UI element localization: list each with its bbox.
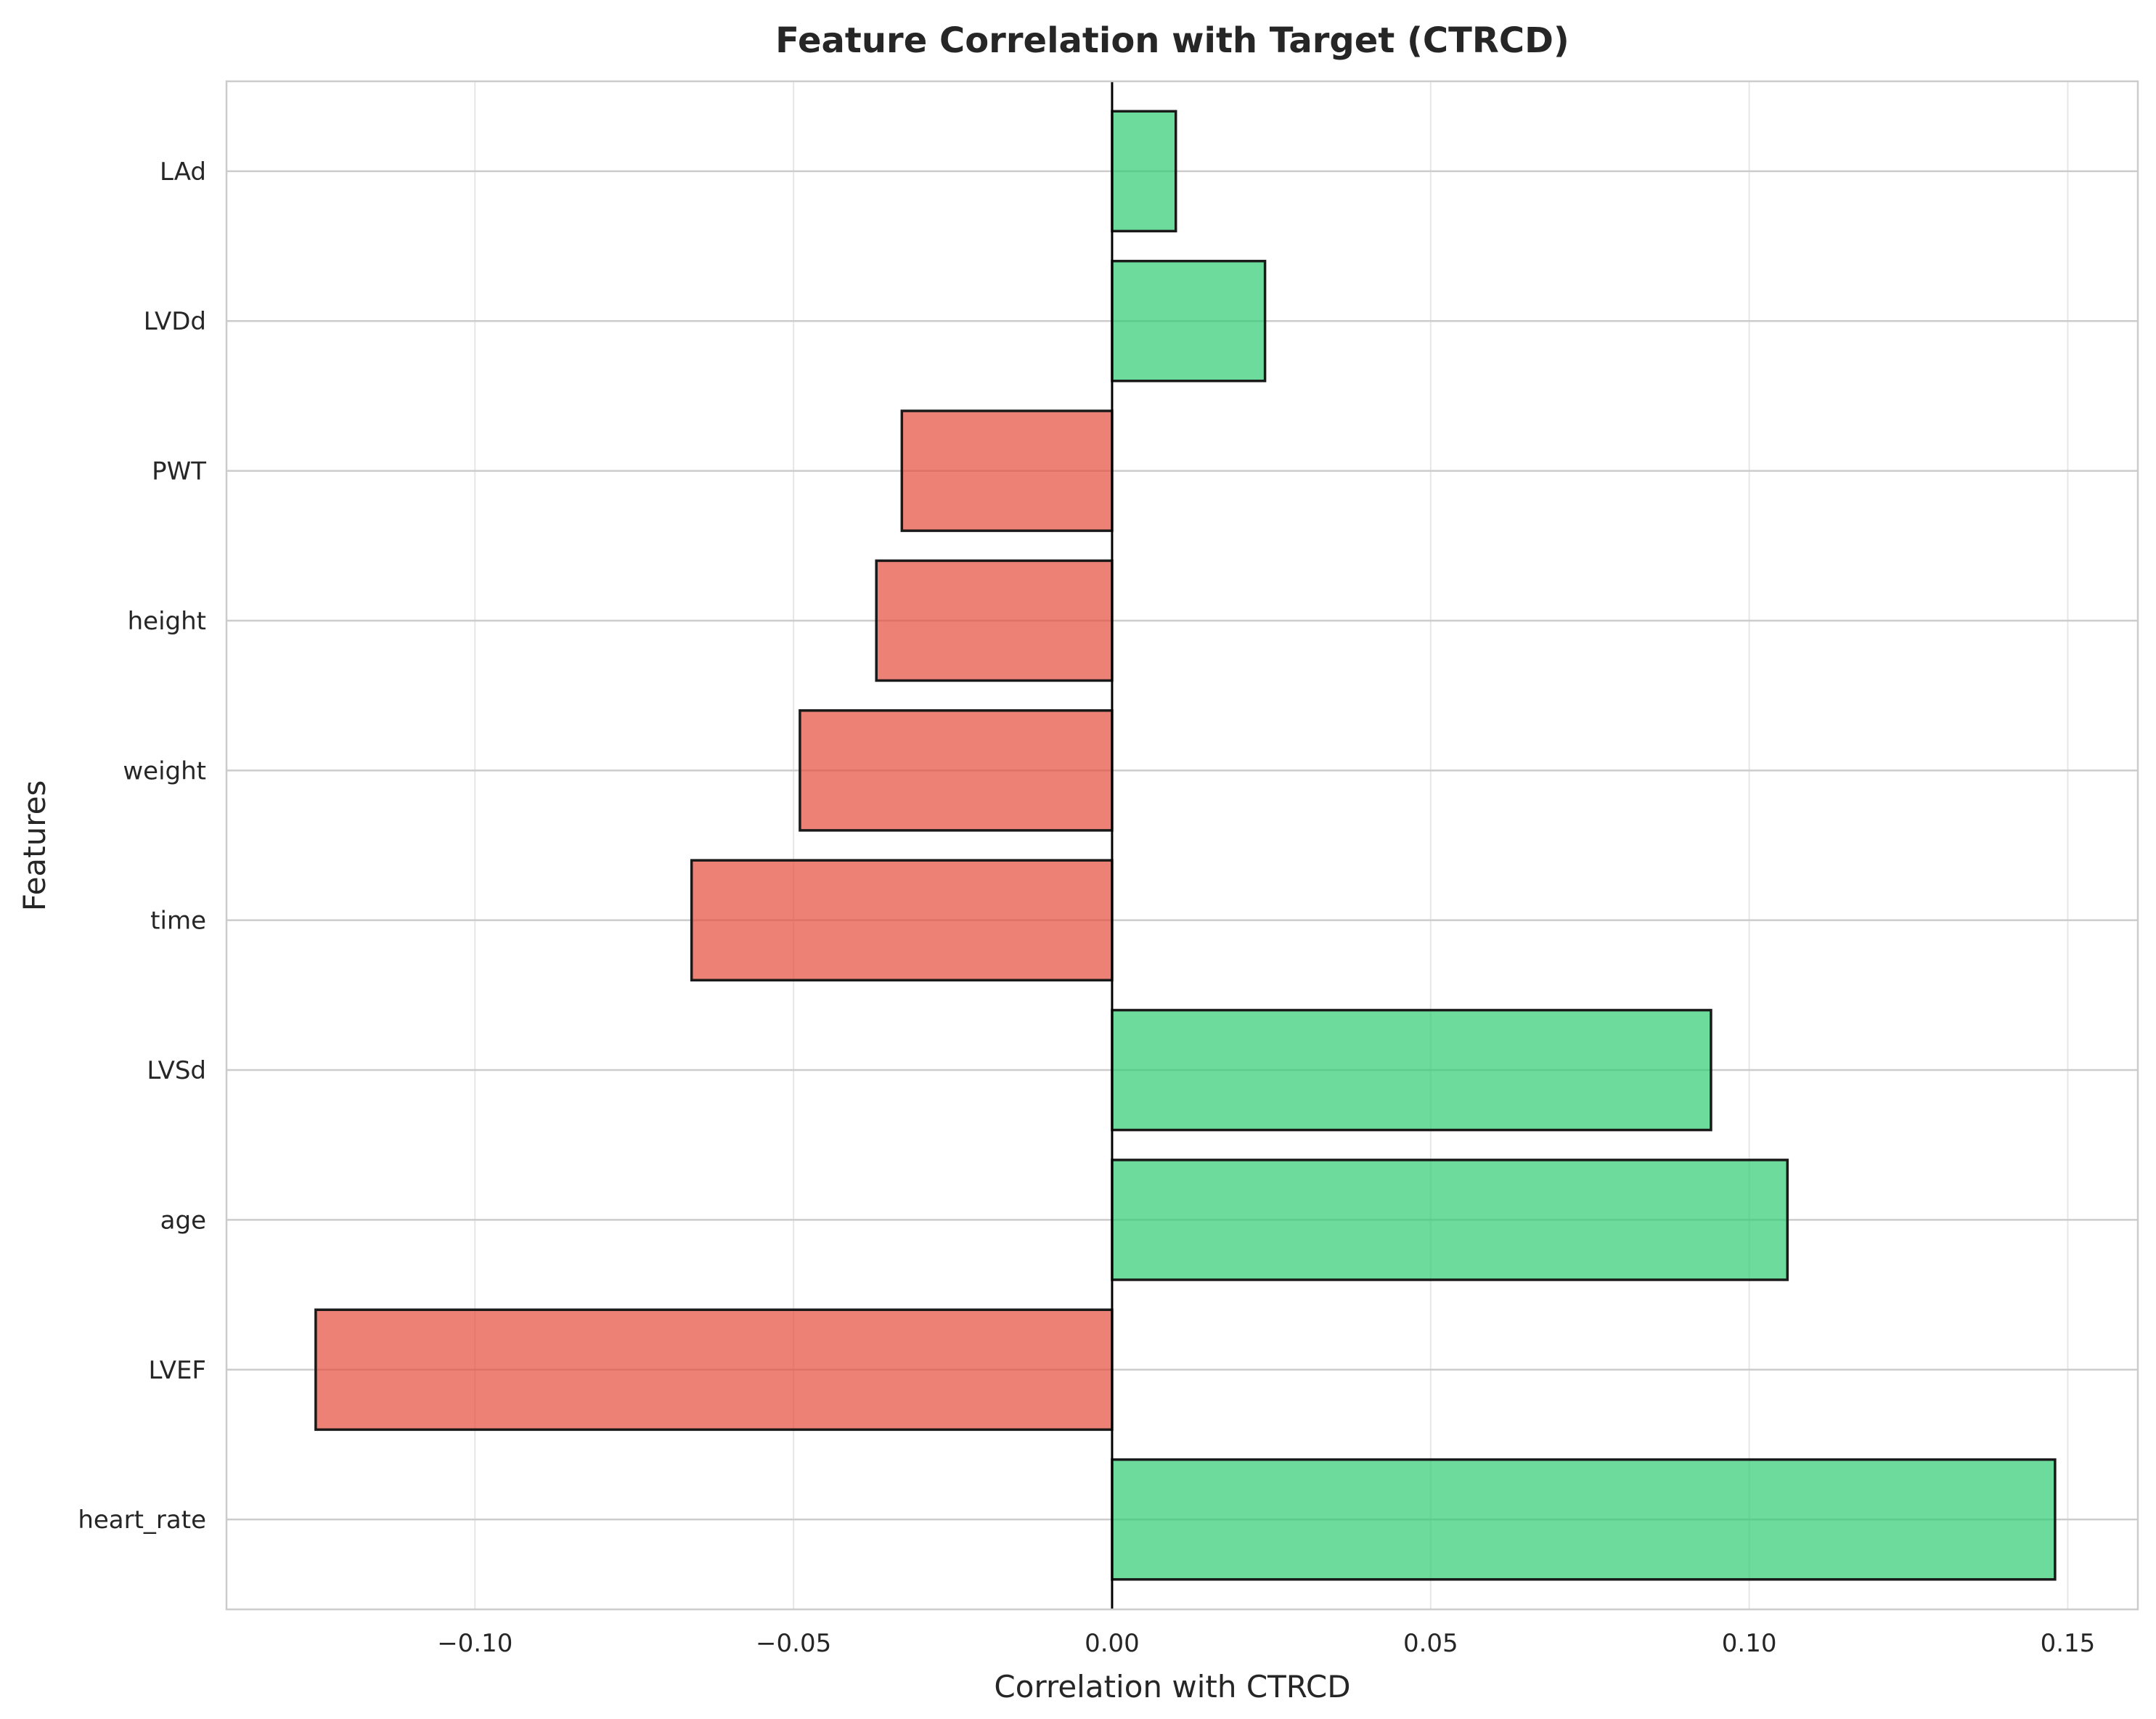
chart-title: Feature Correlation with Target (CTRCD) — [775, 20, 1569, 61]
x-tick-label: 0.05 — [1403, 1629, 1458, 1658]
plot-area: −0.10 −0.05 0.00 0.05 0.10 0.15 heart_rate LVEF… — [78, 80, 2139, 1658]
x-tick-label: 0.00 — [1085, 1629, 1140, 1658]
bar-weight — [799, 709, 1114, 832]
x-tick-label: 0.10 — [1722, 1629, 1777, 1658]
bar-LAd — [1111, 110, 1177, 233]
y-tick-label-heart_rate: heart_rate — [78, 1506, 206, 1535]
y-tick-label-time: time — [150, 907, 206, 936]
bar-age — [1111, 1159, 1789, 1281]
bar-height — [875, 559, 1114, 682]
y-tick-label-LVSd: LVSd — [147, 1056, 206, 1085]
bar-LVSd — [1111, 1008, 1712, 1132]
y-tick-label-LAd: LAd — [160, 158, 206, 187]
x-tick-label: −0.10 — [437, 1629, 513, 1658]
y-axis-title: Features — [17, 780, 52, 912]
x-tick-label: 0.15 — [2041, 1629, 2096, 1658]
y-tick-label-height: height — [128, 607, 206, 636]
x-axis-title: Correlation with CTRCD — [994, 1669, 1350, 1704]
bar-time — [690, 859, 1114, 981]
bar-LVEF — [314, 1308, 1114, 1432]
x-tick-label: −0.05 — [756, 1629, 831, 1658]
y-tick-label-LVEF: LVEF — [148, 1356, 206, 1385]
bar-heart_rate — [1111, 1458, 2057, 1581]
bar-LVDd — [1111, 259, 1267, 383]
y-tick-label-PWT: PWT — [152, 457, 206, 486]
bar-PWT — [900, 409, 1114, 532]
y-tick-label-weight: weight — [123, 756, 206, 785]
axes-frame — [225, 80, 2139, 1611]
y-tick-label-LVDd: LVDd — [144, 307, 206, 336]
y-tick-label-age: age — [160, 1206, 206, 1235]
